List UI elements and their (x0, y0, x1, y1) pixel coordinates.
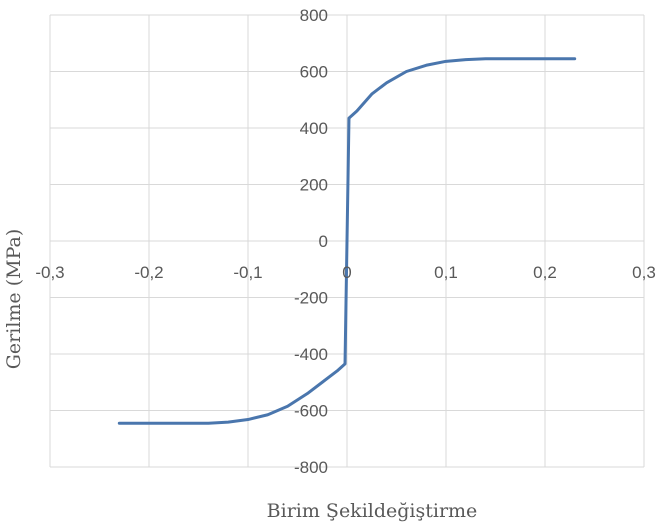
series-layer (117, 57, 577, 425)
y-tick-label: 200 (300, 176, 328, 195)
x-tick-label: 0,2 (533, 263, 557, 282)
x-tick-label: 0,1 (434, 263, 458, 282)
y-tick-label: 400 (300, 119, 328, 138)
x-axis-title: Birim Şekildeğiştirme (267, 500, 478, 522)
y-tick-label: 800 (300, 6, 328, 25)
y-axis-title: Gerilme (MPa) (3, 229, 25, 370)
x-tick-label: -0,2 (134, 263, 163, 282)
x-axis-tick-labels: -0,3 -0,2 -0,1 0 0,1 0,2 0,3 (35, 263, 655, 282)
x-tick-label: 0,3 (632, 263, 656, 282)
y-tick-label: 600 (300, 63, 328, 82)
series-line (117, 57, 577, 425)
y-tick-label: -200 (294, 289, 328, 308)
x-tick-label: -0,3 (35, 263, 64, 282)
x-tick-label: 0 (342, 263, 351, 282)
x-tick-label: -0,1 (233, 263, 262, 282)
y-axis-tick-labels: -800 -600 -400 -200 0 200 400 600 800 (294, 6, 328, 477)
y-tick-label: -800 (294, 458, 328, 477)
y-tick-label: -600 (294, 402, 328, 421)
y-tick-label: -400 (294, 345, 328, 364)
y-tick-label: 0 (319, 232, 328, 251)
